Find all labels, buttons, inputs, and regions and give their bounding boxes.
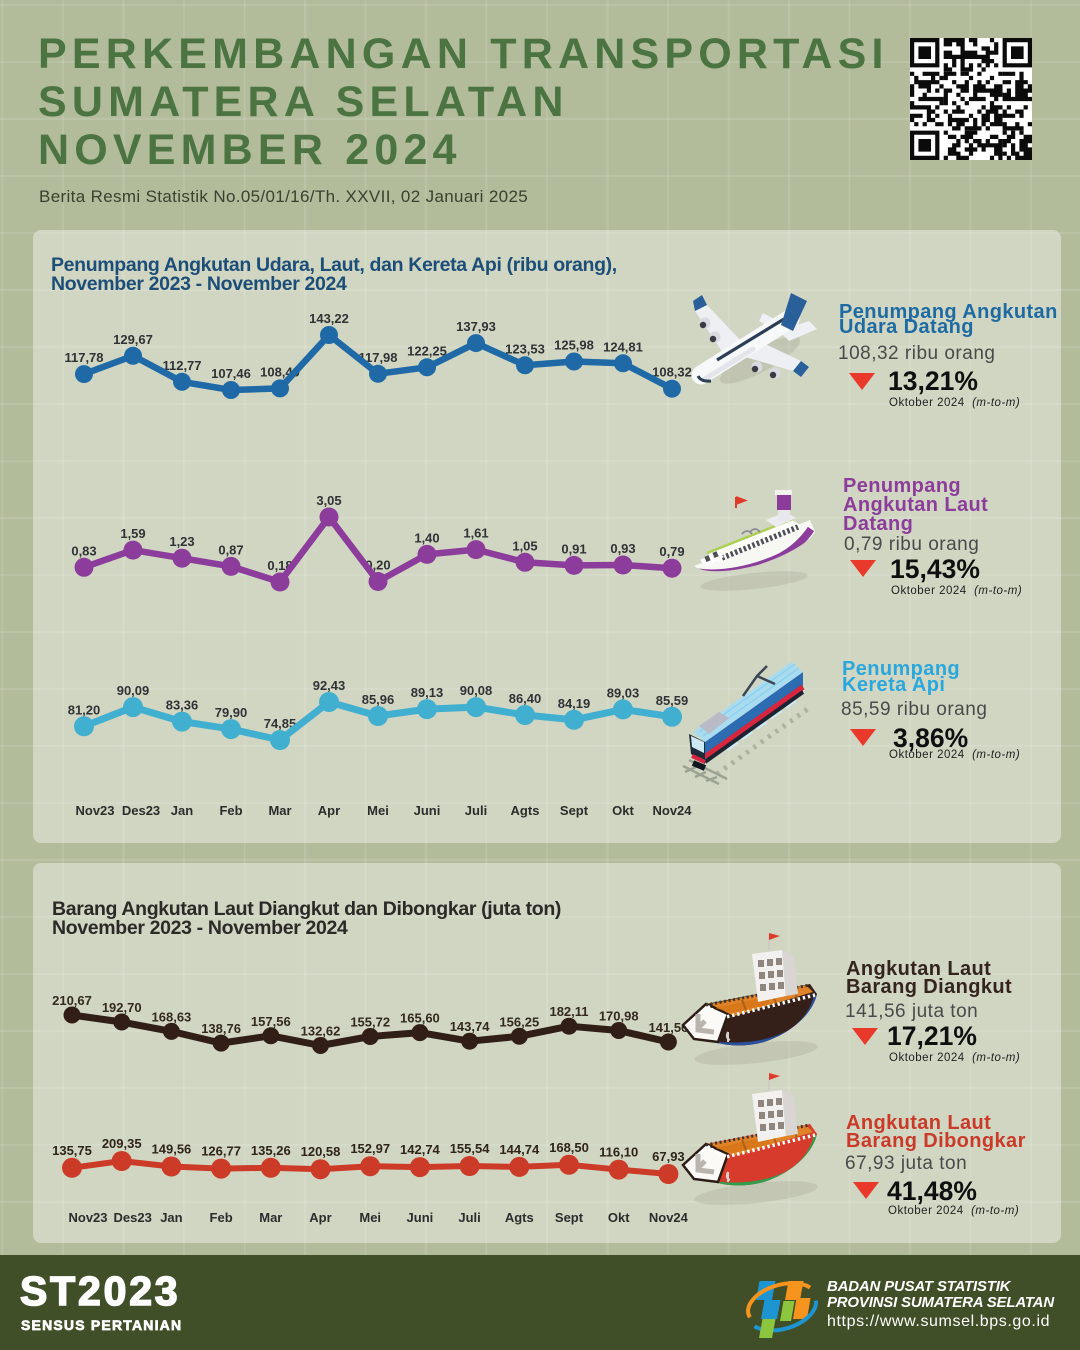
svg-text:142,74: 142,74	[400, 1142, 441, 1157]
svg-text:Sept: Sept	[560, 803, 589, 818]
svg-text:Jan: Jan	[171, 803, 193, 818]
svg-text:Agts: Agts	[505, 1210, 534, 1225]
svg-text:137,93: 137,93	[456, 319, 496, 334]
svg-text:1,05: 1,05	[512, 538, 537, 553]
svg-text:123,53: 123,53	[505, 341, 545, 356]
svg-text:Feb: Feb	[210, 1210, 233, 1225]
svg-text:132,62: 132,62	[301, 1024, 341, 1039]
svg-text:92,43: 92,43	[313, 678, 346, 693]
svg-text:117,78: 117,78	[64, 350, 103, 365]
svg-text:81,20: 81,20	[68, 702, 101, 717]
svg-text:165,60: 165,60	[400, 1011, 440, 1026]
svg-text:Mar: Mar	[259, 1210, 282, 1225]
svg-text:89,03: 89,03	[607, 685, 640, 700]
svg-text:143,22: 143,22	[309, 311, 349, 326]
svg-text:84,19: 84,19	[558, 696, 591, 711]
svg-text:83,36: 83,36	[166, 698, 199, 713]
svg-text:Mar: Mar	[268, 803, 291, 818]
svg-text:144,74: 144,74	[499, 1142, 540, 1157]
svg-text:86,40: 86,40	[509, 691, 542, 706]
svg-text:90,09: 90,09	[117, 683, 150, 698]
svg-text:Des23: Des23	[114, 1210, 152, 1225]
svg-text:Nov24: Nov24	[652, 803, 692, 818]
svg-text:138,76: 138,76	[201, 1021, 241, 1036]
svg-text:209,35: 209,35	[102, 1136, 142, 1151]
svg-text:168,63: 168,63	[152, 1009, 192, 1024]
svg-text:0,79: 0,79	[659, 544, 684, 559]
svg-text:126,77: 126,77	[201, 1144, 241, 1159]
svg-text:0,87: 0,87	[218, 542, 243, 557]
svg-text:Jan: Jan	[160, 1210, 182, 1225]
svg-text:90,08: 90,08	[460, 683, 493, 698]
svg-text:Apr: Apr	[309, 1210, 331, 1225]
svg-text:79,90: 79,90	[215, 705, 248, 720]
svg-text:125,98: 125,98	[554, 338, 594, 353]
svg-text:135,75: 135,75	[52, 1143, 92, 1158]
svg-text:Feb: Feb	[219, 803, 242, 818]
svg-text:Juli: Juli	[458, 1210, 480, 1225]
svg-text:107,46: 107,46	[211, 366, 251, 381]
svg-text:Okt: Okt	[612, 803, 634, 818]
svg-text:192,70: 192,70	[102, 1000, 142, 1015]
svg-text:Juni: Juni	[407, 1210, 434, 1225]
svg-text:210,67: 210,67	[52, 993, 92, 1008]
svg-text:Mei: Mei	[367, 803, 389, 818]
svg-text:Des23: Des23	[122, 803, 160, 818]
svg-text:Mei: Mei	[359, 1210, 381, 1225]
svg-text:157,56: 157,56	[251, 1014, 291, 1029]
svg-text:117,98: 117,98	[358, 350, 397, 365]
svg-text:155,72: 155,72	[350, 1015, 390, 1030]
svg-text:Sept: Sept	[555, 1210, 584, 1225]
svg-text:168,50: 168,50	[549, 1140, 589, 1155]
svg-text:89,13: 89,13	[411, 685, 444, 700]
svg-text:85,59: 85,59	[656, 693, 689, 708]
svg-text:Nov24: Nov24	[649, 1210, 689, 1225]
svg-text:182,11: 182,11	[549, 1004, 588, 1019]
svg-text:155,54: 155,54	[450, 1141, 491, 1156]
svg-text:74,85: 74,85	[264, 716, 297, 731]
svg-text:Juli: Juli	[465, 803, 487, 818]
svg-text:67,93: 67,93	[652, 1149, 685, 1164]
svg-text:85,96: 85,96	[362, 692, 395, 707]
svg-text:Okt: Okt	[608, 1210, 630, 1225]
svg-text:120,58: 120,58	[301, 1144, 341, 1159]
svg-text:108,32: 108,32	[652, 365, 692, 380]
svg-text:152,97: 152,97	[350, 1141, 390, 1156]
svg-text:1,59: 1,59	[120, 526, 145, 541]
svg-text:Juni: Juni	[414, 803, 441, 818]
svg-text:0,93: 0,93	[610, 541, 635, 556]
svg-text:Nov23: Nov23	[75, 803, 114, 818]
svg-text:116,10: 116,10	[599, 1145, 638, 1160]
svg-text:156,25: 156,25	[499, 1014, 539, 1029]
svg-text:112,77: 112,77	[162, 358, 201, 373]
svg-text:129,67: 129,67	[113, 332, 153, 347]
svg-text:143,74: 143,74	[450, 1019, 491, 1034]
svg-text:Nov23: Nov23	[68, 1210, 107, 1225]
svg-text:149,56: 149,56	[152, 1142, 192, 1157]
svg-text:Apr: Apr	[318, 803, 340, 818]
svg-text:135,26: 135,26	[251, 1143, 291, 1158]
svg-text:Agts: Agts	[511, 803, 540, 818]
svg-text:0,83: 0,83	[71, 543, 96, 558]
svg-text:170,98: 170,98	[599, 1009, 639, 1024]
svg-text:124,81: 124,81	[603, 339, 643, 354]
svg-text:141,56: 141,56	[649, 1020, 689, 1035]
svg-text:1,40: 1,40	[414, 530, 439, 545]
svg-text:122,25: 122,25	[407, 343, 447, 358]
svg-text:1,61: 1,61	[463, 526, 488, 541]
svg-text:3,05: 3,05	[316, 493, 341, 508]
svg-text:0,91: 0,91	[561, 541, 586, 556]
svg-text:1,23: 1,23	[169, 534, 194, 549]
